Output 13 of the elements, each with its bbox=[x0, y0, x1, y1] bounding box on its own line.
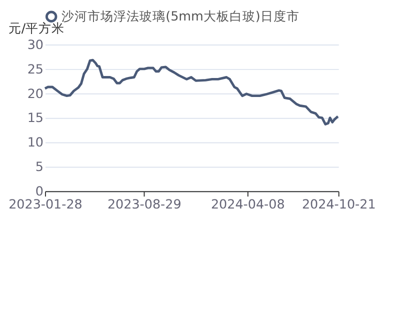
line-series bbox=[44, 58, 340, 126]
x-tick-label: 2023-01-28 bbox=[8, 196, 82, 212]
y-tick-label: 5 bbox=[35, 159, 44, 174]
y-tick-label: 10 bbox=[27, 134, 44, 150]
y-tick-label: 30 bbox=[27, 36, 44, 52]
y-tick-label: 20 bbox=[27, 86, 44, 101]
x-tick-label: 2024-10-21 bbox=[302, 196, 376, 212]
x-tick-label: 2024-04-08 bbox=[210, 196, 285, 212]
x-tick-label: 2023-08-29 bbox=[107, 196, 182, 212]
y-tick-label: 15 bbox=[27, 110, 44, 126]
y-tick-label: 0 bbox=[35, 184, 44, 199]
legend-label: 沙河市场浮法玻璃(5mm大板白玻)日度市 bbox=[62, 8, 300, 24]
y-tick-label: 25 bbox=[27, 61, 44, 76]
